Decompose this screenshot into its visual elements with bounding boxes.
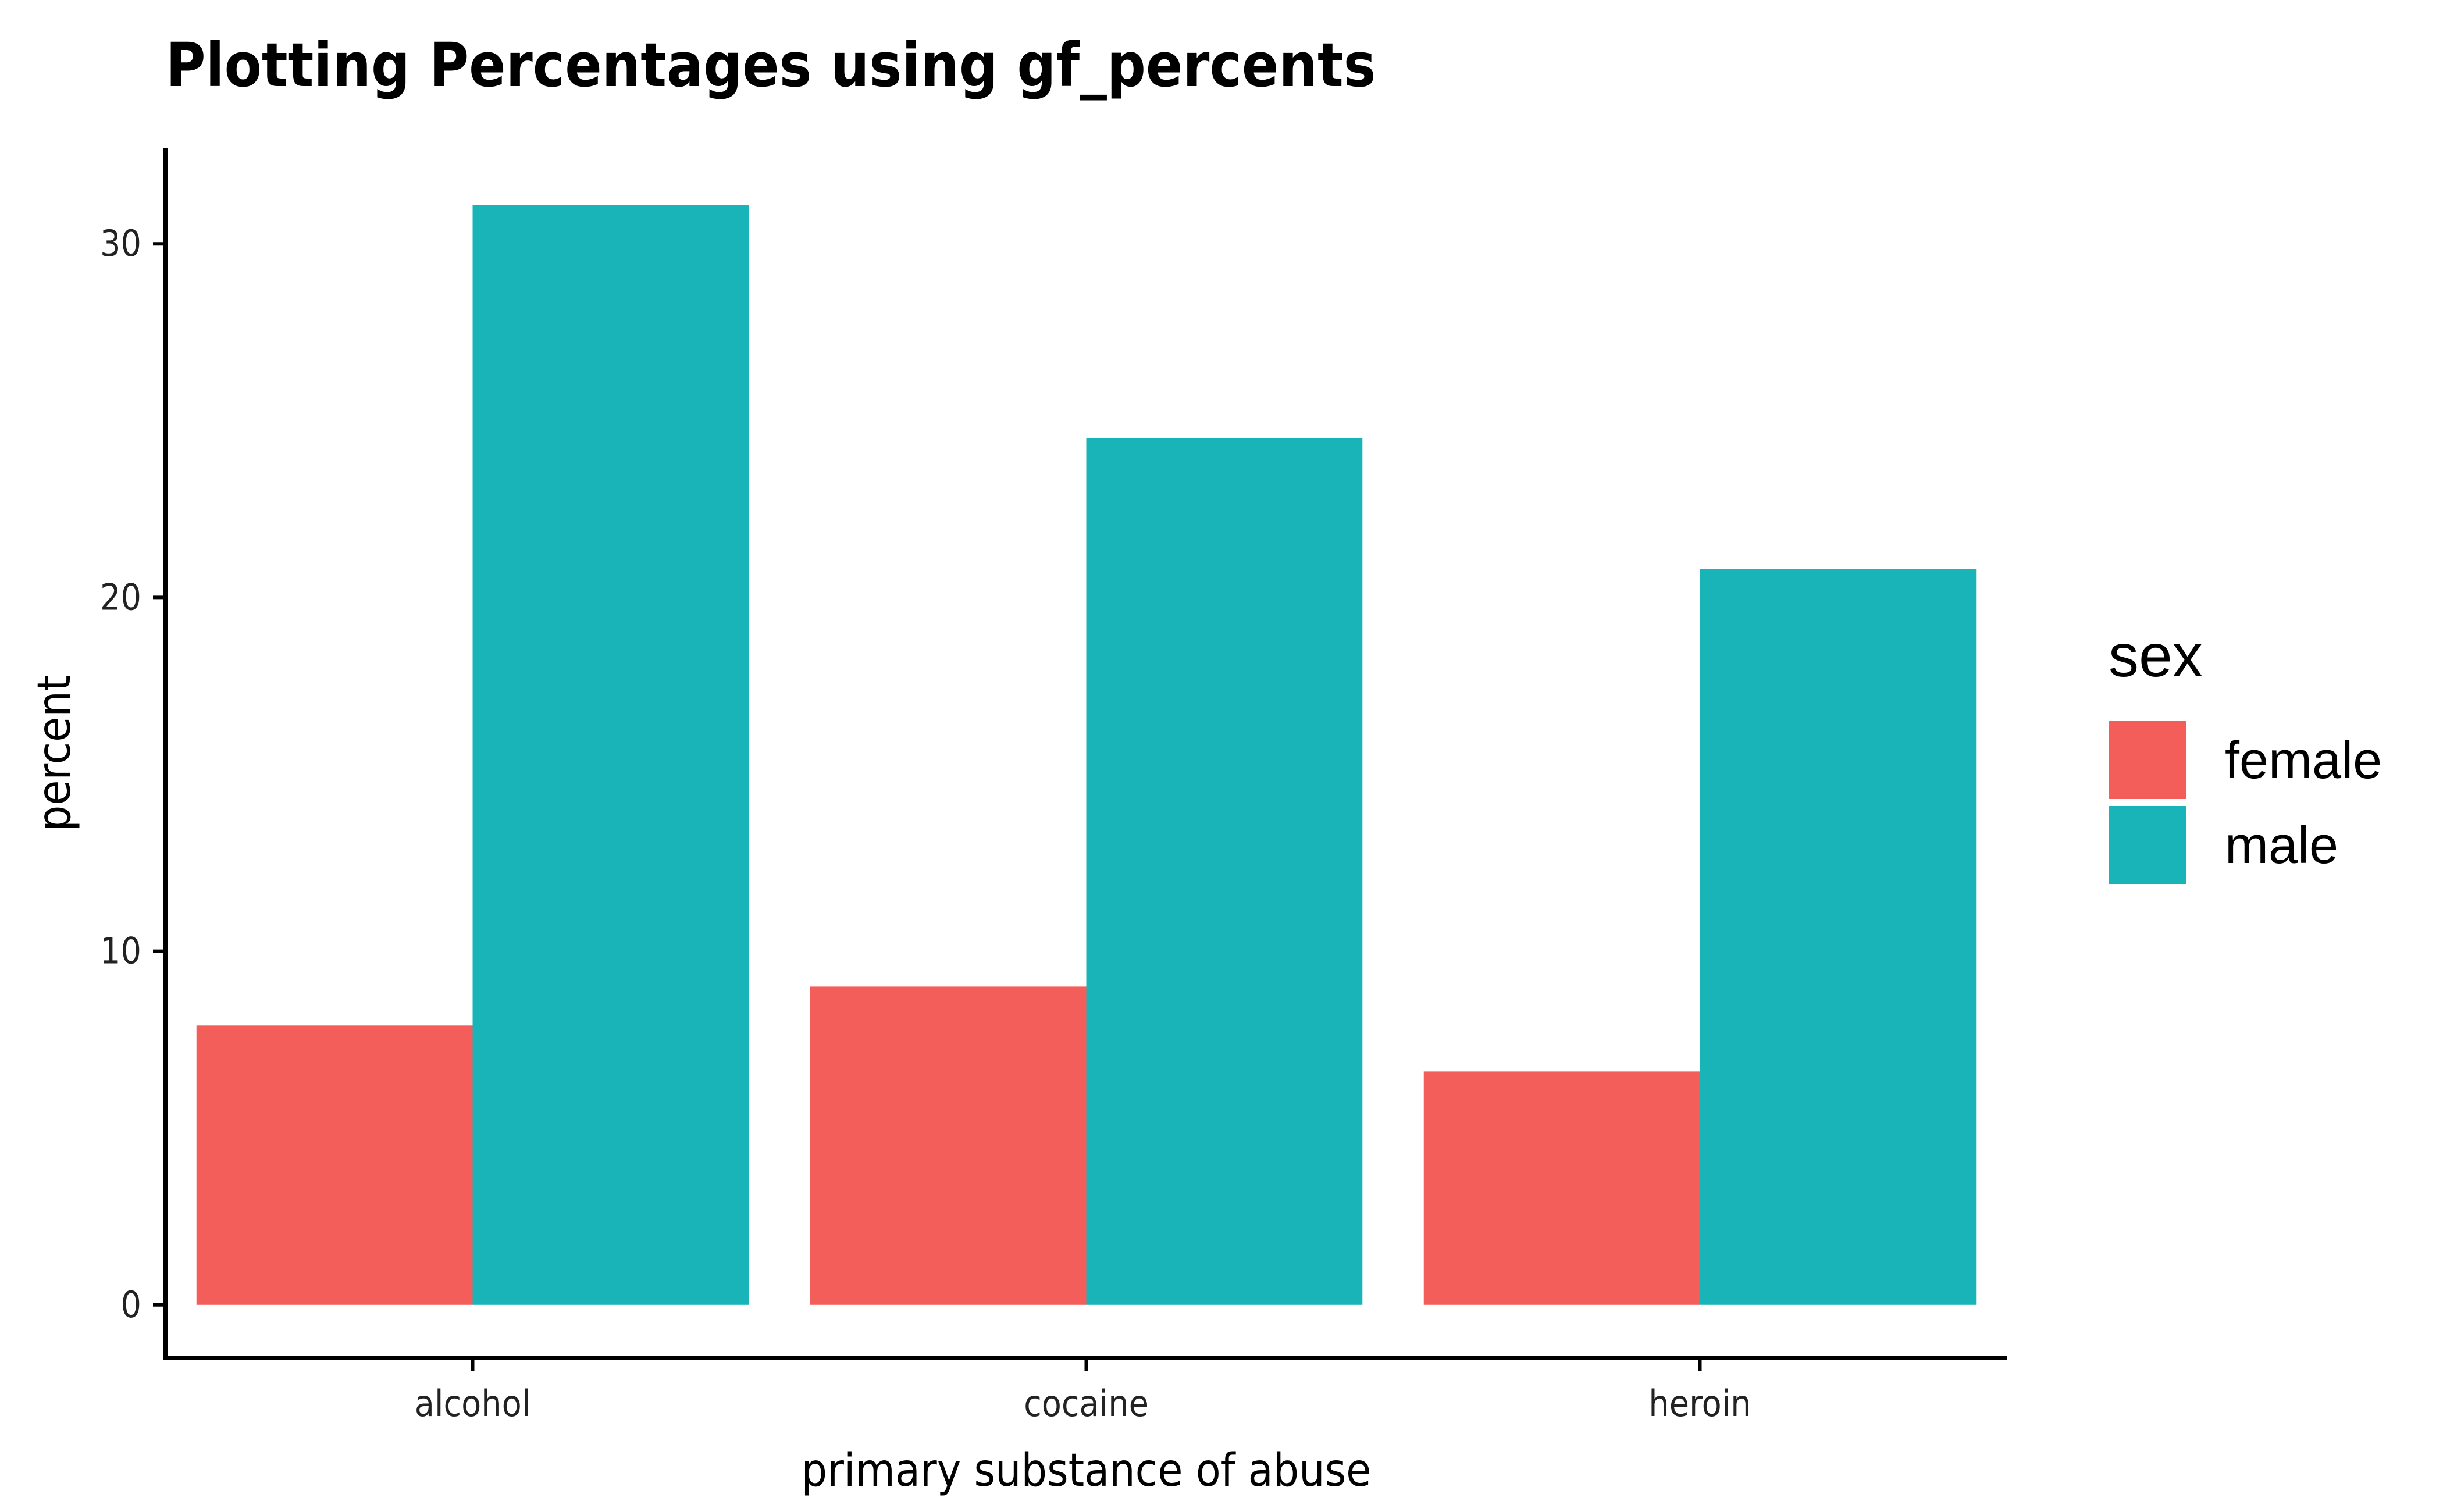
bar-female-alcohol	[196, 1025, 473, 1305]
y-tick-label: 30	[100, 222, 141, 265]
legend-items: female male	[2109, 721, 2382, 884]
y-axis-ticks: 0 10 20 30	[100, 222, 166, 1326]
x-axis-ticks: alcohol cocaine heroin	[415, 1358, 1751, 1425]
x-tick-label-heroin: heroin	[1648, 1382, 1751, 1425]
legend: sex female male	[2109, 622, 2382, 884]
legend-label-male: male	[2225, 816, 2338, 875]
bar-female-heroin	[1423, 1071, 1700, 1305]
x-axis-title: primary substance of abuse	[802, 1445, 1372, 1497]
legend-label-female: female	[2225, 732, 2382, 790]
y-axis-title: percent	[29, 675, 81, 832]
chart-title: Plotting Percentages using gf_percents	[166, 30, 1376, 101]
bar-female-cocaine	[810, 986, 1087, 1305]
bar-male-cocaine	[1086, 438, 1363, 1305]
bar-male-alcohol	[472, 205, 749, 1305]
y-tick-label: 20	[100, 576, 141, 618]
legend-key-male	[2109, 806, 2186, 884]
bars-group	[196, 205, 1977, 1305]
legend-title: sex	[2109, 622, 2203, 690]
y-tick-label: 0	[121, 1283, 141, 1326]
x-tick-label-alcohol: alcohol	[415, 1382, 530, 1425]
y-tick-label: 10	[100, 930, 141, 972]
legend-key-female	[2109, 721, 2186, 799]
bar-male-heroin	[1700, 569, 1977, 1305]
x-tick-label-cocaine: cocaine	[1024, 1382, 1149, 1425]
